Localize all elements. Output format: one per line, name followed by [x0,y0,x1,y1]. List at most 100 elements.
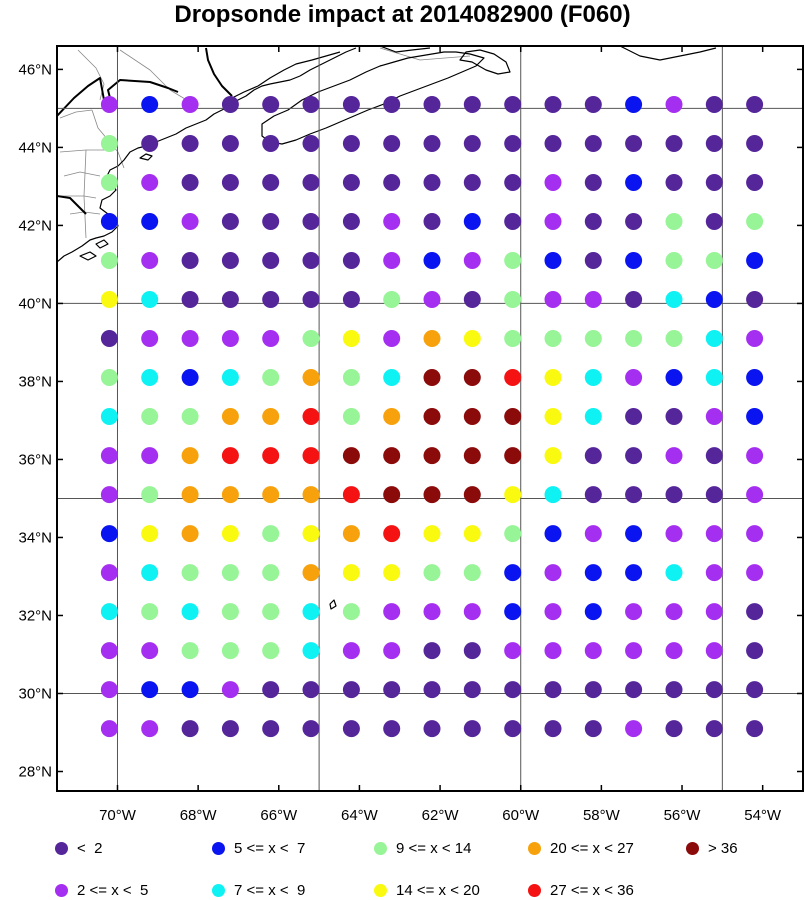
longitude-axis: 70°W 68°W 66°W 64°W 62°W 60°W 58°W 56°W 54°W [99,46,782,824]
legend-label: 20 <= x < 27 [550,840,634,857]
impact-point [665,291,683,308]
impact-point [504,564,522,582]
legend-label: < 2 [77,840,103,857]
legend: < 2 5 <= x < 7 9 <= x < 14 20 <= x < 27 > 36… [0,830,805,900]
impact-point [181,291,199,308]
impact-point [302,135,320,152]
impact-point [746,447,764,465]
impact-point [141,525,159,543]
coastline [57,46,717,610]
impact-point [302,213,320,230]
impact-point [544,720,562,738]
chart-title: Dropsonde impact at 2014082900 (F060) [174,1,631,28]
impact-point [100,174,118,191]
state-line-ri [83,149,87,239]
impact-point [584,681,602,699]
impact-point [181,681,199,699]
impact-point [141,564,159,582]
impact-point [746,525,764,543]
impact-point [625,213,643,230]
impact-point [181,486,199,504]
impact-point [141,291,159,308]
impact-point [342,213,360,230]
impact-point [625,252,643,269]
impact-point [544,96,562,113]
impact-point [181,135,199,152]
impact-point [705,96,723,113]
impact-point [423,330,441,347]
impact-point [262,408,280,425]
impact-point [423,252,441,269]
lon-tick-label: 68°W [180,807,218,824]
legend-item: 14 <= x < 20 [374,882,480,899]
impact-point [504,408,522,425]
province-line-nb [119,49,191,103]
impact-point [141,174,159,191]
impact-point [342,603,360,621]
impact-point [342,330,360,347]
impact-point [302,525,320,543]
lat-tick-label: 34°N [18,529,52,546]
impact-point [625,603,643,621]
impact-point [625,369,643,386]
impact-point [746,330,764,347]
impact-point [100,330,118,347]
impact-point [302,252,320,269]
impact-point [100,642,118,660]
impact-point [383,252,401,269]
impact-point [584,96,602,113]
lat-tick-label: 36°N [18,451,52,468]
impact-point [383,96,401,113]
impact-point [383,213,401,230]
impact-point [463,252,481,269]
coast-cape-breton [459,49,511,75]
legend-swatch [374,842,387,855]
impact-point [544,174,562,191]
impact-point [302,330,320,347]
border-maine-nb [205,47,233,97]
impact-point [141,213,159,230]
impact-point [544,369,562,386]
impact-point [544,447,562,465]
lon-tick-label: 66°W [260,807,298,824]
impact-point [342,447,360,465]
plot-frame [56,45,804,792]
impact-point [423,486,441,504]
lon-tick-label: 58°W [583,807,621,824]
impact-point [463,525,481,543]
impact-point [504,135,522,152]
impact-point [584,135,602,152]
impact-point [544,252,562,269]
impact-point [463,564,481,582]
impact-point [504,447,522,465]
impact-point [544,486,562,504]
impact-point [100,564,118,582]
impact-point [302,564,320,582]
impact-point [221,603,239,621]
impact-point [423,408,441,425]
impact-point [262,720,280,738]
lat-tick-label: 30°N [18,685,52,702]
impact-point [383,603,401,621]
impact-point [302,291,320,308]
impact-point [746,369,764,386]
impact-point [181,252,199,269]
impact-point [342,720,360,738]
impact-point [141,369,159,386]
impact-point [383,174,401,191]
impact-point [463,642,481,660]
impact-point [302,174,320,191]
impact-point [665,369,683,386]
impact-point [625,681,643,699]
impact-point [463,486,481,504]
impact-point [383,291,401,308]
impact-point [625,174,643,191]
impact-point [665,603,683,621]
map-plot: 46°N 44°N 42°N 40°N 38°N 36°N 34°N 32°N 30°N 28°N… [18,45,804,824]
impact-point [584,369,602,386]
impact-point [544,135,562,152]
impact-point [584,720,602,738]
impact-point [141,447,159,465]
impact-point [584,486,602,504]
impact-point [100,447,118,465]
